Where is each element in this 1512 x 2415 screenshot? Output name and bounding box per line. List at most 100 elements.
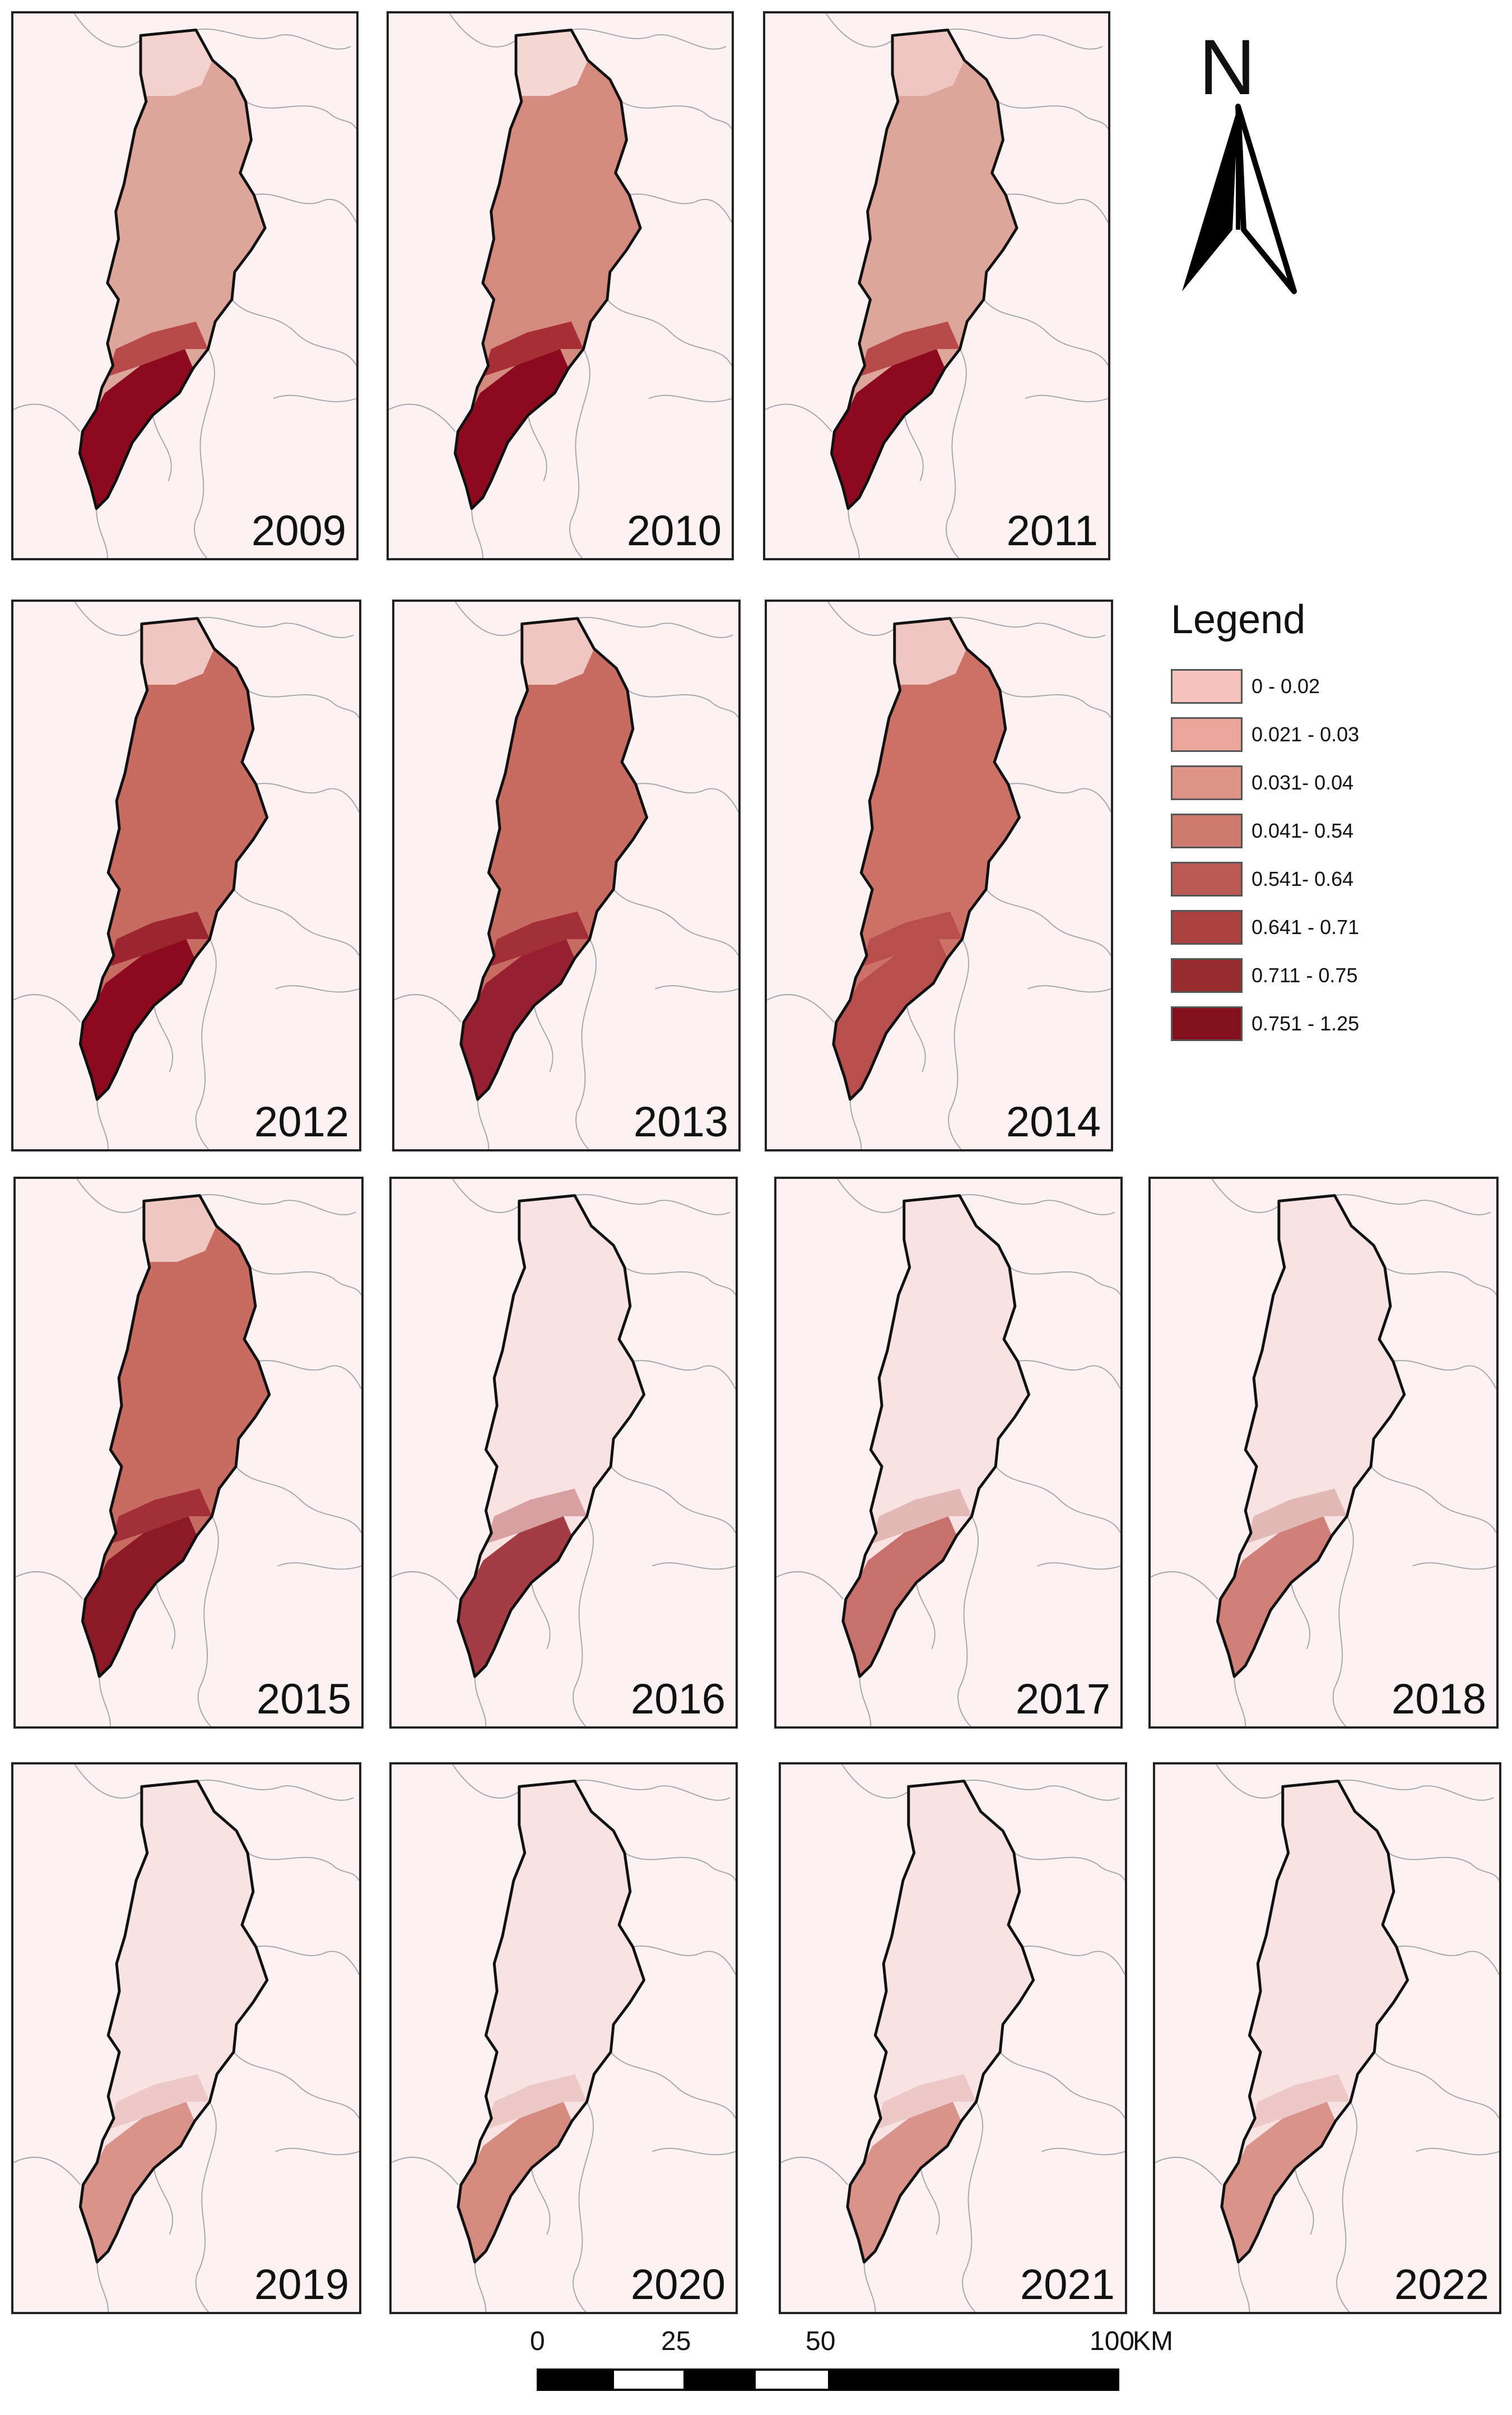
admin-boundary-line	[273, 394, 356, 402]
admin-boundary-line	[74, 602, 148, 636]
region-outline	[457, 1780, 646, 2264]
region-north-zone	[519, 1781, 592, 1848]
admin-boundary-line	[1416, 2148, 1499, 2156]
admin-boundary-line	[455, 602, 528, 636]
admin-boundary-line	[983, 299, 1108, 366]
admin-boundary-line	[948, 939, 970, 1149]
admin-boundary-line	[531, 1582, 551, 1650]
admin-boundary-line	[1022, 1945, 1125, 1975]
admin-boundary-line	[906, 1005, 926, 1072]
admin-boundary-line	[947, 29, 1103, 50]
study-area-map	[13, 602, 359, 1149]
region-north-zone	[141, 30, 213, 96]
legend-swatch	[1171, 814, 1243, 848]
map-panel-2017: 2017	[774, 1177, 1123, 1729]
north-arrow-icon	[1182, 104, 1297, 294]
study-area-map	[16, 1179, 361, 1726]
scale-bar: 0 25 50 100 KM	[521, 2328, 1173, 2401]
admin-boundary-line	[849, 1099, 862, 1149]
admin-boundary-line	[652, 1562, 736, 1570]
admin-boundary-line	[648, 394, 732, 402]
region-outline	[846, 1780, 1035, 2264]
admin-boundary-line	[477, 1099, 490, 1149]
admin-boundary-line	[96, 2262, 109, 2312]
year-label: 2015	[256, 1675, 351, 1723]
region-north-zone	[141, 618, 215, 685]
admin-boundary-line	[574, 1194, 731, 1215]
admin-boundary-line	[231, 299, 356, 366]
admin-boundary-line	[999, 690, 1111, 718]
region-mid-zone	[108, 2074, 210, 2130]
admin-boundary-line	[195, 939, 217, 1149]
region-south-zone	[843, 1516, 957, 1677]
study-area-map	[767, 602, 1111, 1149]
region-north-zone	[894, 618, 967, 685]
admin-boundary-line	[635, 783, 738, 812]
region-north-zone	[141, 1781, 215, 1848]
legend-label: 0.031- 0.04	[1252, 771, 1354, 794]
map-panel-2019: 2019	[11, 1762, 361, 2314]
admin-boundary-line	[1013, 1852, 1125, 1881]
admin-boundary-line	[629, 193, 732, 223]
year-label: 2020	[630, 2261, 725, 2309]
region-mid-zone	[875, 2074, 976, 2130]
legend-label: 0.041- 0.54	[1252, 819, 1354, 842]
region-south-zone	[831, 349, 945, 509]
admin-boundary-line	[950, 617, 1106, 638]
admin-boundary-line	[73, 13, 147, 48]
admin-boundary-line	[655, 985, 738, 993]
admin-boundary-line	[624, 1267, 736, 1295]
region-north-zone	[892, 30, 965, 96]
admin-boundary-line	[474, 1676, 487, 1726]
region-south-zone	[847, 2101, 961, 2263]
map-panel-2010: 2010	[387, 11, 734, 560]
study-area-map	[13, 13, 356, 558]
admin-boundary-line	[767, 994, 834, 1023]
admin-boundary-line	[613, 889, 738, 956]
map-panel-2009: 2009	[11, 11, 359, 560]
study-area-map	[776, 1179, 1120, 1726]
map-panel-2021: 2021	[779, 1762, 1127, 2314]
region-north-zone	[908, 1781, 981, 1848]
admin-boundary-line	[1384, 1267, 1496, 1295]
study-area-map	[13, 1764, 359, 2312]
map-panel-2013: 2013	[392, 600, 741, 1151]
admin-boundary-line	[574, 1780, 731, 1801]
admin-boundary-line	[96, 1099, 109, 1149]
admin-boundary-line	[254, 193, 356, 223]
region-outline	[1216, 1194, 1406, 1678]
admin-boundary-line	[1338, 1780, 1494, 1801]
study-area-map	[765, 13, 1108, 558]
admin-boundary-line	[196, 29, 351, 50]
legend-item: 0 - 0.02	[1171, 662, 1462, 710]
admin-boundary-line	[16, 1571, 83, 1600]
year-label: 2009	[251, 507, 346, 555]
region-south-zone	[458, 1516, 572, 1677]
admin-boundary-line	[1370, 1466, 1496, 1534]
legend-item: 0.711 - 0.75	[1171, 951, 1462, 1000]
admin-boundary-line	[573, 1516, 594, 1726]
region-mid-zone	[107, 321, 208, 377]
admin-boundary-line	[573, 2101, 594, 2312]
legend-item: 0.751 - 1.25	[1171, 1000, 1462, 1048]
map-panel-2020: 2020	[389, 1762, 738, 2314]
admin-boundary-line	[152, 415, 172, 481]
study-area-map	[389, 13, 732, 558]
admin-boundary-line	[153, 1005, 174, 1072]
admin-boundary-line	[962, 2101, 984, 2312]
admin-boundary-line	[652, 2148, 736, 2156]
admin-boundary-line	[1374, 2051, 1499, 2119]
admin-boundary-line	[995, 1466, 1120, 1534]
legend-item: 0.031- 0.04	[1171, 759, 1462, 807]
year-label: 2013	[633, 1098, 728, 1146]
admin-boundary-line	[194, 349, 215, 558]
region-outline	[78, 1780, 269, 2264]
legend-swatch	[1171, 669, 1243, 704]
admin-boundary-line	[959, 1194, 1115, 1215]
region-outline	[78, 617, 269, 1101]
admin-boundary-line	[837, 1179, 910, 1213]
admin-boundary-line	[1025, 394, 1108, 402]
admin-boundary-line	[527, 415, 547, 481]
map-panel-2014: 2014	[765, 600, 1113, 1151]
admin-boundary-line	[607, 299, 732, 366]
